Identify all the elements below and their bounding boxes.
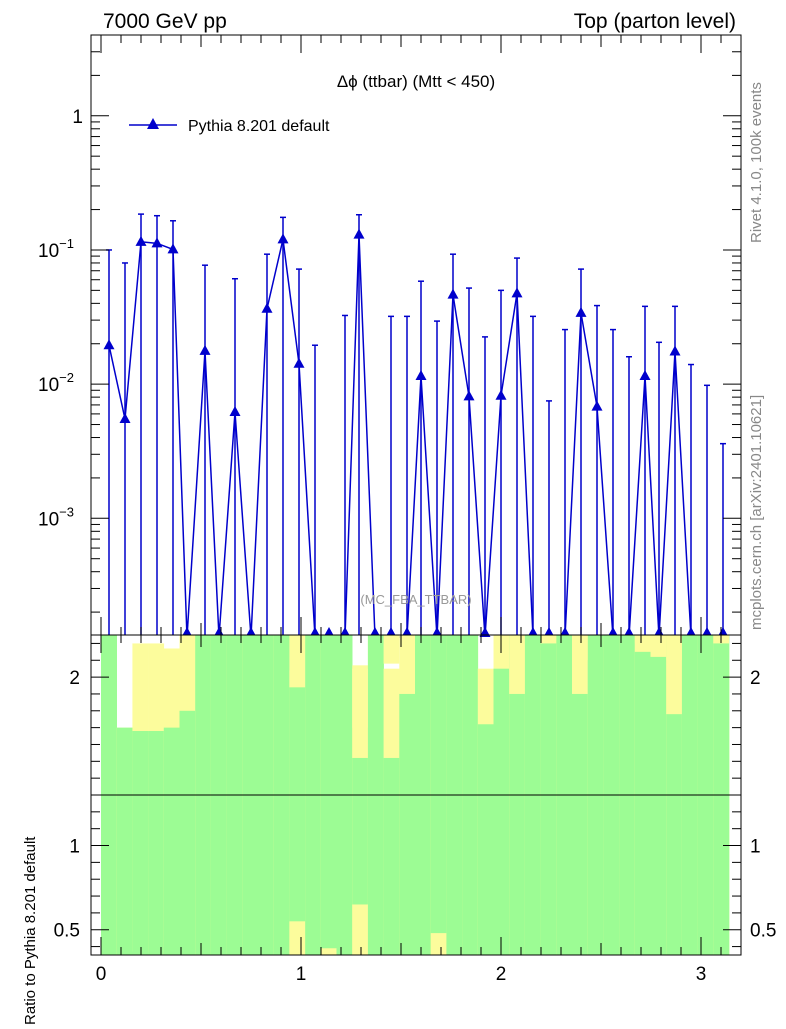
- ratio-ylabel: Ratio to Pythia 8.201 default: [22, 836, 39, 1024]
- green-band: [116, 727, 133, 955]
- data-point: [639, 369, 651, 380]
- yellow-band: [289, 635, 306, 688]
- yellow-band: [289, 921, 306, 955]
- y-tick-label: 10−3: [38, 504, 74, 530]
- x-tick-label: 0: [96, 964, 107, 985]
- data-point: [353, 228, 365, 239]
- rivet-label: Rivet 4.1.0, 100k events: [748, 82, 765, 243]
- mcplots-label: mcplots.cern.ch [arXiv:2401.10621]: [748, 395, 765, 630]
- data-point: [293, 357, 305, 368]
- green-band: [666, 660, 683, 955]
- yellow-band: [634, 635, 651, 652]
- legend-marker: [147, 118, 159, 129]
- data-point: [447, 288, 459, 299]
- yellow-band: [352, 904, 368, 955]
- green-band: [493, 668, 510, 955]
- yellow-band: [650, 635, 667, 657]
- y-tick-label: 10−1: [38, 236, 74, 262]
- x-tick-label: 3: [696, 964, 707, 985]
- yellow-band: [666, 635, 682, 715]
- data-point: [167, 243, 179, 254]
- yellow-band: [572, 635, 588, 661]
- y-tick-label: 2: [69, 668, 80, 689]
- yellow-band: [509, 635, 525, 694]
- green-band: [163, 727, 180, 955]
- data-point: [463, 390, 475, 401]
- green-band: [383, 757, 400, 955]
- ratio-plot: 0.5 0.5 1 1 2 2 0 1 2 3 Ratio to Pythia 8.201 def…: [22, 634, 776, 1025]
- x-tick-label: 2: [496, 964, 507, 985]
- main-plot: 1 10−1 10−2 10−3 Δϕ (ttbar) (Mtt < 450) (MC…: [38, 34, 742, 638]
- plot-title: Δϕ (ttbar) (Mtt < 450): [337, 72, 495, 91]
- yellow-band: [320, 948, 337, 955]
- data-point: [575, 306, 587, 317]
- legend: Pythia 8.201 default: [129, 118, 330, 135]
- data-point: [199, 344, 211, 355]
- y-tick-label: 10−2: [38, 370, 74, 396]
- green-band: [352, 727, 369, 955]
- data-point: [261, 302, 273, 313]
- data-point: [135, 235, 147, 246]
- data-point: [495, 389, 507, 400]
- yellow-band: [540, 635, 557, 644]
- data-point: [229, 405, 241, 416]
- header-left: 7000 GeV pp: [103, 10, 227, 33]
- watermark: (MC_FBA_TTBAR): [360, 592, 471, 607]
- legend-label: Pythia 8.201 default: [188, 118, 330, 135]
- data-point: [415, 369, 427, 380]
- yellow-band: [352, 668, 368, 758]
- data-point: [669, 345, 681, 356]
- yellow-band: [383, 635, 400, 664]
- green-band: [132, 731, 149, 955]
- green-band: [572, 693, 588, 955]
- header-right: Top (parton level): [574, 10, 736, 33]
- series-line: [108, 234, 723, 638]
- x-tick-label: 1: [296, 964, 307, 985]
- data-point: [119, 412, 131, 423]
- green-band: [477, 724, 494, 955]
- y-tick-label: 1: [69, 837, 80, 858]
- green-band: [399, 693, 416, 955]
- green-band: [634, 643, 651, 955]
- data-point: [151, 237, 163, 248]
- y-tick-label-right: 2: [750, 668, 761, 689]
- y-tick-label: 1: [72, 107, 83, 128]
- yellow-band: [430, 933, 447, 955]
- green-band: [148, 731, 165, 955]
- data-point: [277, 233, 289, 244]
- data-point: [103, 339, 115, 350]
- y-tick-label: 0.5: [54, 921, 80, 942]
- y-tick-label-right: 0.5: [750, 921, 776, 942]
- data-point: [511, 287, 523, 298]
- y-tick-label-right: 1: [750, 837, 761, 858]
- green-band: [179, 710, 196, 955]
- data-point: [591, 400, 603, 411]
- green-band: [289, 687, 306, 955]
